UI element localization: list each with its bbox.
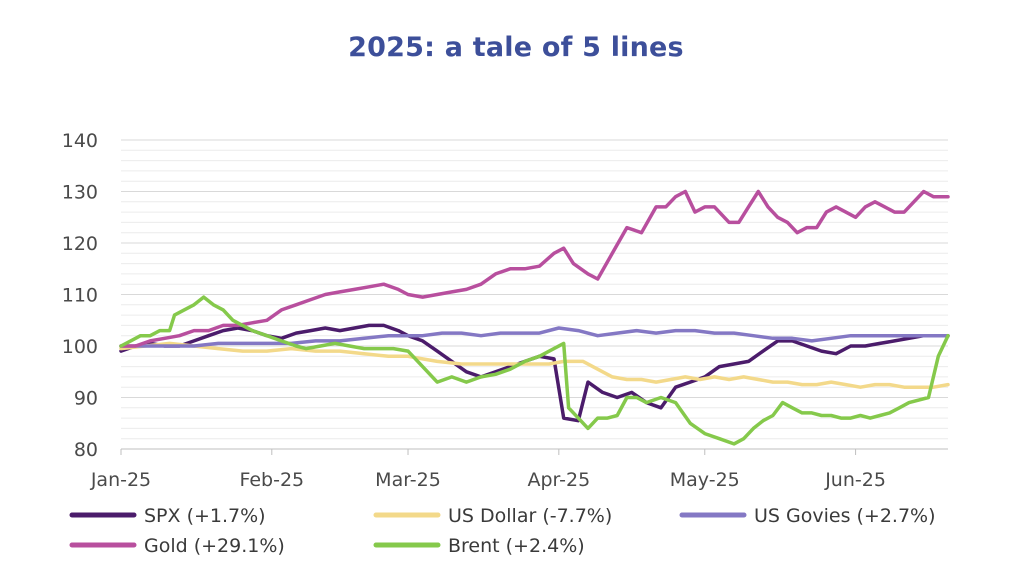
y-tick-label: 100 xyxy=(62,336,98,358)
y-tick-label: 110 xyxy=(62,285,98,307)
grid xyxy=(121,139,948,450)
series-line-brent xyxy=(119,295,950,446)
x-axis: Jan-25 Feb-25 Mar-25 Apr-25 May-25 Jun-25 xyxy=(90,448,948,491)
chart-title: 2025: a tale of 5 lines xyxy=(348,32,684,63)
series-line-us-govies xyxy=(119,326,950,348)
y-tick-label: 80 xyxy=(74,439,98,461)
legend-label-us-dollar: US Dollar (-7.7%) xyxy=(448,505,612,527)
x-tick-label: Jan-25 xyxy=(90,469,151,491)
series-lines xyxy=(119,189,950,446)
legend-label-gold: Gold (+29.1%) xyxy=(144,535,285,557)
x-tick-label: Mar-25 xyxy=(375,469,441,491)
y-axis: 80 90 100 110 120 130 140 xyxy=(62,130,98,461)
y-tick-label: 120 xyxy=(62,233,98,255)
y-tick-label: 90 xyxy=(74,388,98,410)
series-line-gold xyxy=(119,189,950,348)
y-tick-label: 140 xyxy=(62,130,98,152)
legend-label-spx: SPX (+1.7%) xyxy=(144,505,266,527)
legend-label-brent: Brent (+2.4%) xyxy=(448,535,585,557)
series-line-us-dollar xyxy=(119,341,950,389)
legend: SPX (+1.7%) US Dollar (-7.7%) US Govies (+… xyxy=(69,505,936,557)
x-tick-label: Jun-25 xyxy=(824,469,886,491)
x-tick-label: Apr-25 xyxy=(527,469,590,491)
x-tick-label: Feb-25 xyxy=(239,469,304,491)
x-tick-label: May-25 xyxy=(670,469,740,491)
legend-label-us-govies: US Govies (+2.7%) xyxy=(754,505,936,527)
y-tick-label: 130 xyxy=(62,182,98,204)
